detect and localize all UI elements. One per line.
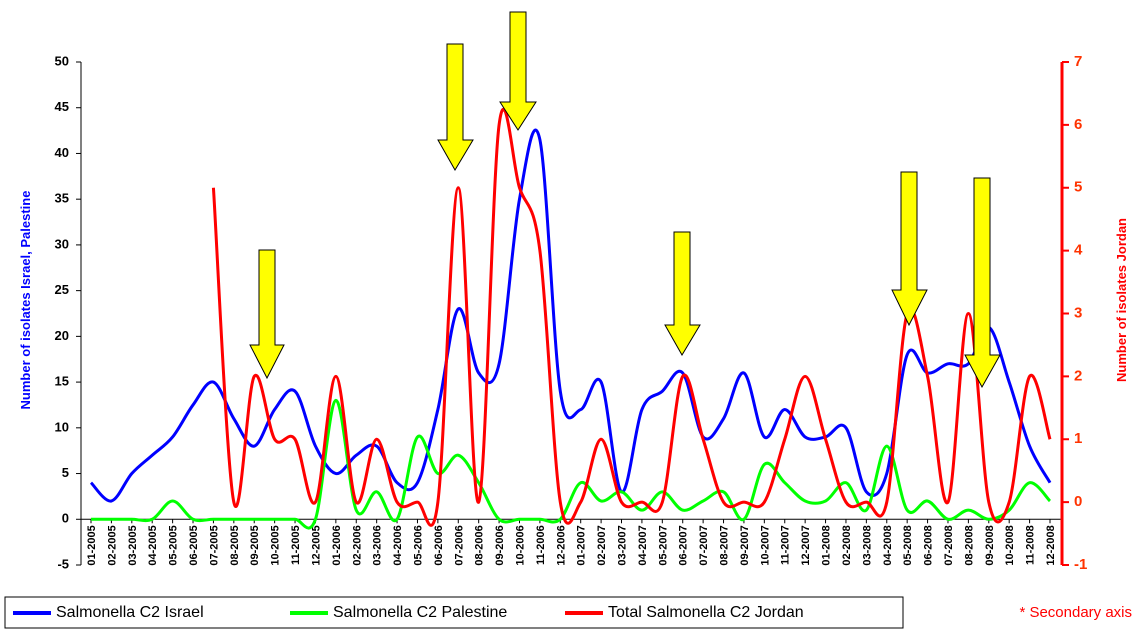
y-tick-label: -5 — [57, 556, 69, 571]
x-tick-label: 05-2008 — [902, 525, 914, 565]
x-tick-label: 10-2006 — [514, 525, 526, 565]
legend-label: Salmonella C2 Israel — [56, 604, 204, 621]
x-tick-label: 04-2008 — [882, 525, 894, 565]
x-tick-label: 12-2007 — [800, 525, 812, 565]
y-tick-label: 35 — [55, 191, 69, 206]
x-tick-label: 02-2005 — [106, 525, 118, 565]
y-tick-label: 30 — [55, 236, 69, 251]
y-axis-title: Number of isolates Israel, Palestine — [18, 191, 33, 410]
y-tick-label: 50 — [55, 53, 69, 68]
x-tick-label: 05-2005 — [168, 525, 180, 565]
y2-tick-label: 0 — [1074, 493, 1082, 510]
y2-tick-label: 5 — [1074, 179, 1082, 196]
legend-label: Total Salmonella C2 Jordan — [608, 604, 804, 621]
x-tick-label: 11-2008 — [1025, 525, 1037, 565]
y2-tick-label: 3 — [1074, 304, 1082, 321]
y-tick-label: 40 — [55, 145, 69, 160]
y2-tick-label: -1 — [1074, 556, 1087, 573]
y-tick-label: 0 — [62, 511, 69, 526]
x-tick-label: 07-2006 — [453, 525, 465, 565]
x-tick-label: 02-2006 — [351, 525, 363, 565]
y-tick-label: 5 — [62, 465, 69, 480]
x-tick-label: 04-2005 — [147, 525, 159, 565]
x-tick-label: 01-2008 — [821, 525, 833, 565]
x-tick-label: 07-2005 — [208, 525, 220, 565]
x-tick-label: 07-2008 — [943, 525, 955, 565]
y2-tick-label: 4 — [1074, 242, 1083, 259]
x-tick-label: 04-2006 — [392, 525, 404, 565]
y2-tick-label: 7 — [1074, 53, 1082, 70]
x-tick-label: 09-2007 — [739, 525, 751, 565]
x-tick-label: 08-2006 — [474, 525, 486, 565]
series-line — [91, 398, 1052, 530]
series-line — [89, 128, 1052, 503]
legend-box — [4, 596, 904, 629]
x-tick-label: 01-2005 — [86, 525, 98, 565]
x-tick-label: 12-2005 — [310, 525, 322, 565]
y2-tick-label: 6 — [1074, 116, 1082, 133]
x-tick-label: 11-2006 — [535, 525, 547, 565]
x-tick-label: 11-2005 — [290, 525, 302, 565]
x-tick-label: 01-2007 — [576, 525, 588, 565]
x-tick-label: 02-2007 — [596, 525, 608, 565]
y2-axis-title: Number of isolates Jordan — [1114, 218, 1129, 382]
x-tick-label: 12-2008 — [1045, 525, 1057, 565]
y-tick-label: 20 — [55, 328, 69, 343]
x-tick-label: 03-2006 — [372, 525, 384, 565]
y-tick-label: 15 — [55, 374, 69, 389]
arrow — [499, 11, 537, 131]
series-line — [211, 107, 1052, 527]
arrow — [964, 177, 1001, 389]
x-tick-label: 03-2007 — [617, 525, 629, 565]
y-tick-label: 25 — [55, 282, 69, 297]
x-tick-label: 05-2007 — [657, 525, 669, 565]
annotation: * Secondary axis — [1019, 604, 1132, 621]
arrow — [891, 171, 928, 327]
x-tick-label: 03-2008 — [861, 525, 873, 565]
y2-tick-label: 1 — [1074, 430, 1082, 447]
x-tick-label: 06-2007 — [678, 525, 690, 565]
x-tick-label: 12-2006 — [555, 525, 567, 565]
x-tick-label: 11-2007 — [780, 525, 792, 565]
x-tick-label: 06-2006 — [433, 525, 445, 565]
x-tick-label: 10-2007 — [759, 525, 771, 565]
arrow-annotations — [249, 11, 1001, 389]
x-tick-label: 06-2008 — [923, 525, 935, 565]
x-tick-label: 03-2005 — [127, 525, 139, 565]
y-tick-label: 45 — [55, 99, 69, 114]
x-tick-label: 02-2008 — [841, 525, 853, 565]
x-tick-label: 09-2005 — [249, 525, 261, 565]
x-tick-label: 09-2008 — [984, 525, 996, 565]
x-tick-label: 01-2006 — [331, 525, 343, 565]
x-tick-label: 06-2005 — [188, 525, 200, 565]
arrow — [249, 249, 285, 380]
x-tick-label: 10-2005 — [270, 525, 282, 565]
x-tick-label: 08-2008 — [963, 525, 975, 565]
arrow — [437, 43, 474, 171]
y2-tick-label: 2 — [1074, 367, 1082, 384]
x-tick-label: 04-2007 — [637, 525, 649, 565]
x-tick-label: 10-2008 — [1004, 525, 1016, 565]
arrow — [664, 231, 701, 356]
x-tick-label: 08-2007 — [719, 525, 731, 565]
x-tick-label: 05-2006 — [412, 525, 424, 565]
x-tick-label: 07-2007 — [698, 525, 710, 565]
y-tick-label: 10 — [55, 419, 69, 434]
x-tick-label: 09-2006 — [494, 525, 506, 565]
legend-label: Salmonella C2 Palestine — [333, 604, 507, 621]
x-tick-label: 08-2005 — [229, 525, 241, 565]
